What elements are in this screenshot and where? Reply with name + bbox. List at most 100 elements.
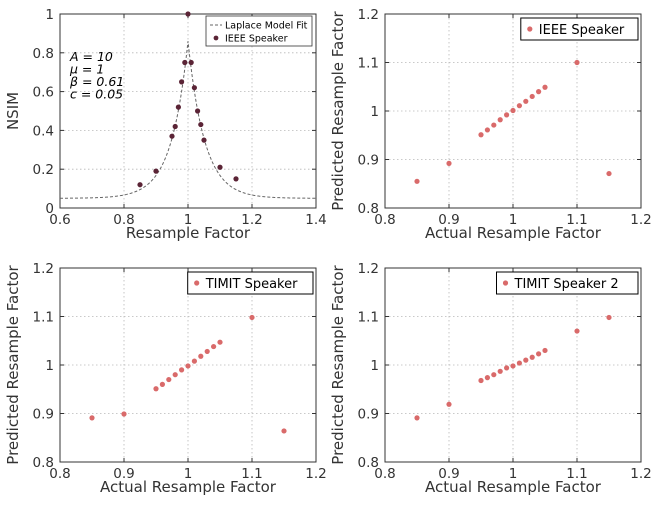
legend-marker-icon (194, 280, 200, 286)
y-tick-label: 1 (45, 7, 54, 23)
legend-box (205, 15, 313, 47)
data-point (484, 375, 490, 381)
data-point (510, 107, 516, 114)
x-axis-label: Actual Resample Factor (425, 478, 602, 496)
x-tick-label: 0.8 (374, 466, 395, 482)
data-point (523, 357, 529, 363)
data-point (504, 112, 510, 118)
y-tick-label: 0.4 (33, 123, 54, 139)
x-tick-label: 0.9 (438, 212, 459, 228)
data-point (137, 182, 143, 188)
x-tick-label: 1.4 (305, 212, 326, 228)
x-tick-label: 1 (184, 212, 193, 228)
data-point (233, 176, 239, 182)
data-point (574, 328, 580, 334)
y-tick-label: 0.8 (33, 455, 54, 471)
x-tick-label: 0.8 (113, 212, 134, 228)
data-point (523, 98, 529, 104)
data-point (195, 108, 201, 114)
y-tick-label: 1.2 (33, 261, 54, 277)
data-point (153, 386, 159, 392)
data-point (574, 59, 580, 66)
data-point (542, 347, 548, 354)
data-point (217, 339, 223, 345)
data-point (484, 127, 490, 133)
data-point (217, 164, 223, 170)
legend-marker-icon (527, 26, 533, 32)
x-tick-label: 0.8 (49, 466, 70, 482)
legend-box (520, 17, 639, 41)
x-tick-label: 1.2 (630, 466, 651, 482)
legend-box (187, 271, 314, 295)
legend-label: IEEE Speaker (225, 34, 288, 45)
data-point (497, 117, 503, 123)
chart-panel-3: 0.8 0.9 1 1.1 1.2 0.8 0.9 1 1.1 1.2 Actual Resampl… (4, 261, 327, 496)
x-tick-label: 0.6 (49, 212, 70, 228)
y-tick-label: 0.8 (358, 201, 379, 217)
fit-parameter-label: A = 10 (69, 49, 113, 64)
data-point (606, 314, 612, 321)
legend-label: TIMIT Speaker (205, 277, 298, 292)
legend-marker-icon (502, 280, 509, 286)
chart-panel-4: 0.8 0.9 1 1.1 1.2 0.8 0.9 1 1.1 1.2 Actual Resampl… (329, 261, 652, 496)
data-point (516, 360, 523, 366)
x-tick-label: 1 (184, 466, 193, 482)
y-tick-label: 1 (370, 358, 379, 374)
y-tick-label: 0.9 (358, 153, 379, 169)
fit-parameter-label: μ = 1 (69, 62, 104, 77)
y-axis-label: NSIM (4, 92, 22, 130)
legend-label: Laplace Model Fit (225, 21, 308, 32)
y-tick-label: 0 (45, 201, 54, 217)
y-tick-label: 1 (370, 104, 379, 120)
data-point (204, 348, 210, 355)
x-tick-label: 0.8 (374, 212, 395, 228)
x-tick-label: 1.2 (241, 212, 262, 228)
data-point (542, 84, 548, 90)
legend-label: TIMIT Speaker 2 (514, 277, 619, 292)
data-point (159, 381, 165, 387)
data-point (185, 11, 191, 17)
data-point (179, 79, 185, 85)
data-point (414, 415, 420, 421)
data-point (414, 178, 420, 184)
data-point (510, 363, 516, 369)
data-point (478, 377, 484, 384)
data-point (185, 363, 191, 369)
y-tick-label: 1 (45, 358, 54, 374)
y-axis-label: Predicted Resample Factor (329, 10, 347, 210)
data-point (166, 376, 172, 383)
data-point (446, 401, 452, 407)
y-axis-label: Predicted Resample Factor (4, 264, 22, 464)
data-point (121, 411, 127, 417)
data-point (478, 132, 484, 138)
data-point (172, 372, 178, 378)
y-tick-label: 0.9 (33, 407, 54, 423)
data-point (191, 358, 197, 364)
legend-label: IEEE Speaker (539, 23, 625, 38)
data-point (182, 59, 188, 66)
data-point (191, 85, 197, 91)
x-axis-label: Resample Factor (126, 224, 251, 242)
data-point (188, 59, 194, 66)
y-tick-label: 0.8 (33, 46, 54, 62)
data-point (281, 428, 287, 434)
data-point (516, 103, 523, 109)
y-tick-label: 1.1 (358, 310, 379, 326)
data-point (153, 168, 159, 174)
fit-parameter-label: β = 0.61 (69, 74, 124, 89)
y-tick-label: 1.2 (358, 261, 379, 277)
y-tick-label: 0.8 (358, 455, 379, 471)
data-point (172, 123, 178, 130)
fit-parameter-label: c = 0.05 (70, 87, 123, 102)
data-point (179, 367, 185, 373)
data-point (504, 365, 510, 371)
data-point (529, 354, 535, 360)
data-point (198, 353, 204, 359)
y-tick-label: 1.2 (358, 7, 379, 23)
y-tick-label: 1.1 (358, 56, 379, 72)
x-tick-label: 1.1 (241, 466, 262, 482)
x-tick-label: 0.9 (438, 466, 459, 482)
data-point (491, 122, 497, 128)
x-tick-label: 1 (509, 212, 518, 228)
laplace-fit-line (60, 41, 316, 199)
